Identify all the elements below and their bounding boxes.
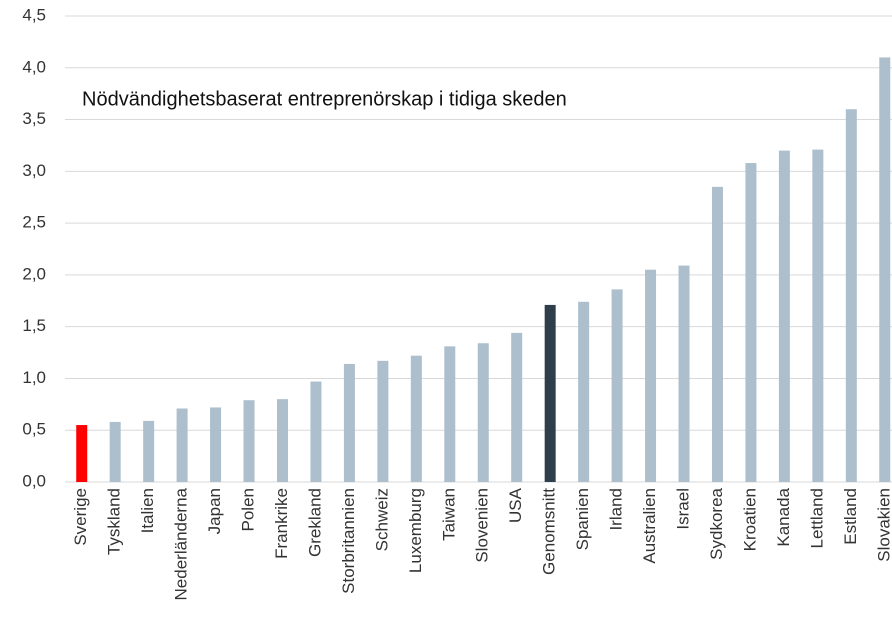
bar <box>544 304 556 482</box>
x-tick-label: Grekland <box>305 488 324 557</box>
x-tick-label: Israel <box>673 488 692 530</box>
x-tick-label: Polen <box>239 488 258 531</box>
bar <box>343 363 355 482</box>
bar <box>745 163 757 482</box>
bar <box>76 425 88 482</box>
y-tick-label: 2,0 <box>22 264 46 283</box>
bar <box>578 301 590 482</box>
chart-title: Nödvändighetsbaserat entreprenörskap i t… <box>82 88 567 110</box>
x-tick-label: Tyskland <box>105 488 124 555</box>
x-tick-label: Slovakien <box>874 488 892 562</box>
x-tick-label: Storbritannien <box>339 488 358 594</box>
x-tick-label: Sverige <box>71 488 90 546</box>
bar <box>410 355 422 482</box>
x-tick-label: Nederländerna <box>172 487 191 600</box>
bar <box>109 421 121 482</box>
bar <box>143 420 155 482</box>
y-tick-label: 0,0 <box>22 471 46 490</box>
bar <box>879 57 891 483</box>
bar <box>678 265 690 482</box>
x-tick-label: Lettland <box>807 488 826 549</box>
bar <box>845 109 857 482</box>
x-tick-label: Slovenien <box>473 488 492 563</box>
bar <box>176 408 188 482</box>
x-tick-label: Spanien <box>573 488 592 550</box>
bar <box>276 399 288 482</box>
x-tick-label: Frankrike <box>272 488 291 559</box>
y-tick-label: 0,5 <box>22 420 46 439</box>
x-tick-label: Kroatien <box>740 488 759 551</box>
bar <box>778 150 790 482</box>
bar <box>711 186 723 482</box>
bar <box>611 289 623 482</box>
bar <box>210 407 222 482</box>
x-tick-label: Sydkorea <box>707 487 726 559</box>
x-tick-label: Schweiz <box>372 488 391 551</box>
bar <box>243 400 255 482</box>
x-tick-label: Irland <box>607 488 626 531</box>
x-tick-label: Luxemburg <box>406 488 425 573</box>
x-tick-label: Taiwan <box>439 488 458 541</box>
y-tick-label: 4,5 <box>22 5 46 24</box>
x-tick-label: Italien <box>138 488 157 533</box>
y-tick-label: 2,5 <box>22 213 46 232</box>
x-tick-label: Genomsnitt <box>540 488 559 575</box>
bar <box>511 332 523 482</box>
bar <box>812 149 824 482</box>
bar <box>377 360 389 482</box>
x-tick-label: USA <box>506 487 525 523</box>
bar <box>645 269 657 482</box>
x-tick-label: Estland <box>841 488 860 545</box>
x-tick-label: Kanada <box>774 487 793 546</box>
y-tick-label: 4,0 <box>22 57 46 76</box>
bar <box>444 346 456 482</box>
bar <box>477 343 489 482</box>
y-tick-label: 3,0 <box>22 161 46 180</box>
x-tick-label: Japan <box>205 488 224 534</box>
y-tick-label: 3,5 <box>22 109 46 128</box>
bar <box>310 381 322 482</box>
y-tick-label: 1,0 <box>22 368 46 387</box>
x-tick-label: Australien <box>640 488 659 564</box>
y-tick-label: 1,5 <box>22 316 46 335</box>
